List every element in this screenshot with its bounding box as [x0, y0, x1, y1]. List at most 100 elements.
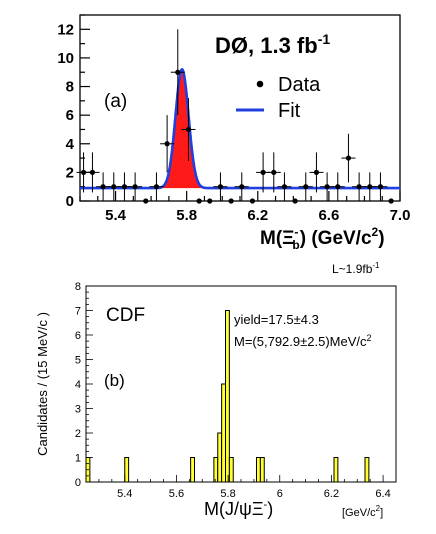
y-tick-label: 4 [75, 379, 81, 391]
y-tick-label: 10 [57, 50, 74, 67]
panel-b-y-axis-label: Candidates / (15 MeV/c ) [35, 312, 50, 456]
data-point [160, 115, 175, 173]
data-point [149, 172, 164, 201]
data-marker [228, 198, 234, 204]
panel-b-y-tick-labels: 0 1 2 3 4 5 6 7 8 [75, 281, 81, 489]
histogram-bin [213, 457, 219, 483]
y-tick-label: 2 [75, 428, 81, 440]
data-marker [239, 184, 245, 190]
data-point [320, 172, 335, 201]
panel-b-x-axis-label: M(J/ψΞ-) [204, 499, 273, 519]
y-tick-label: 1 [75, 453, 81, 465]
data-point [85, 152, 100, 193]
data-point [202, 198, 217, 204]
x-tick-label: 5.8 [220, 488, 235, 500]
histogram-bin [217, 432, 223, 483]
panel-b-yield: yield=17.5±4.3 [234, 312, 319, 327]
data-marker [356, 184, 362, 190]
x-tick-label: 5.6 [169, 488, 184, 500]
data-marker [335, 184, 341, 190]
panel-b-ticks [86, 285, 384, 483]
data-point [266, 152, 281, 193]
data-marker [324, 184, 330, 190]
panel-a-data-points [76, 29, 399, 204]
data-marker [217, 184, 224, 190]
y-tick-label: 6 [75, 330, 81, 342]
data-marker [185, 126, 192, 133]
data-point [234, 172, 249, 201]
data-marker [207, 198, 213, 204]
data-marker [377, 184, 384, 190]
data-marker [367, 184, 373, 190]
panel-b-mass: M=(5,792.9±2.5)MeV/c2 [234, 333, 372, 349]
y-tick-label: 3 [75, 404, 81, 416]
panel-b-x-tick-labels: 5.4 5.6 5.8 6 6.2 6.4 [117, 488, 391, 500]
panel-a-fit-curve [80, 68, 400, 190]
data-marker [249, 198, 256, 204]
data-point [288, 198, 303, 204]
panel-b: L~1.9fb-1 5.4 5.6 5.8 6 6.2 6.4 0 1 2 3 4 5 6 7 8 CDF… [35, 261, 397, 519]
data-point [362, 172, 377, 201]
histogram-bin [124, 457, 130, 483]
x-tick-label: 6.2 [324, 488, 339, 500]
data-point [384, 198, 399, 204]
x-tick-label: 7.0 [390, 207, 411, 224]
data-point [309, 152, 324, 193]
data-point [245, 198, 260, 204]
y-tick-label: 8 [66, 79, 74, 96]
x-tick-label: 6.6 [318, 207, 339, 224]
data-marker [260, 169, 266, 175]
data-marker [345, 155, 352, 161]
panel-b-x-unit: [GeV/c2] [342, 504, 383, 519]
x-tick-label: 5.8 [176, 207, 197, 224]
data-marker [271, 169, 277, 175]
data-marker [281, 184, 288, 190]
y-tick-label: 0 [75, 477, 81, 489]
data-marker [292, 198, 298, 204]
x-tick-label: 6.4 [375, 488, 390, 500]
y-tick-label: 7 [75, 306, 81, 318]
y-tick-label: 6 [66, 107, 74, 124]
fit-curve [80, 68, 400, 190]
panel-a: 5.4 5.8 6.2 6.6 7.0 0 2 4 6 8 10 12 DØ, 1.3 fb-1 D… [57, 14, 410, 252]
data-marker [132, 184, 138, 190]
panel-a-y-tick-labels: 0 2 4 6 8 10 12 [57, 21, 74, 210]
histogram-bin [190, 457, 195, 483]
x-tick-label: 6.2 [247, 207, 268, 224]
data-point [277, 172, 292, 201]
panel-b-label: (b) [104, 371, 125, 390]
x-tick-label: 5.4 [105, 207, 127, 224]
y-tick-label: 8 [75, 281, 81, 293]
histogram-bin [221, 383, 226, 483]
data-marker [111, 184, 117, 190]
data-point [138, 198, 153, 204]
panel-b-luminosity: L~1.9fb-1 [332, 261, 380, 276]
y-tick-label: 2 [66, 164, 74, 181]
y-tick-label: 5 [75, 355, 81, 367]
histogram-bin [228, 457, 234, 483]
data-marker [89, 169, 96, 175]
data-point [128, 172, 143, 201]
y-tick-label: 4 [66, 136, 75, 153]
data-marker [153, 184, 160, 190]
histogram-bin [225, 310, 230, 483]
y-tick-label: 0 [66, 193, 74, 210]
data-marker [313, 169, 320, 175]
legend-data-marker [256, 80, 264, 88]
histogram-bin [259, 457, 265, 483]
x-tick-label: 5.4 [117, 488, 132, 500]
x-tick-label: 6 [277, 488, 283, 500]
data-marker [175, 69, 181, 75]
data-marker [196, 198, 202, 204]
data-point [298, 172, 313, 201]
data-marker [100, 184, 106, 190]
data-marker [164, 141, 170, 147]
legend-fit-label: Fit [278, 100, 301, 122]
data-marker [80, 169, 87, 175]
histogram-bin [333, 457, 339, 483]
y-tick-label: 12 [57, 21, 74, 38]
data-point [213, 172, 228, 201]
data-point [224, 198, 239, 204]
panel-a-x-tick-labels: 5.4 5.8 6.2 6.6 7.0 [105, 207, 410, 224]
panel-a-experiment-label: DØ, 1.3 fb-1 [215, 31, 330, 58]
